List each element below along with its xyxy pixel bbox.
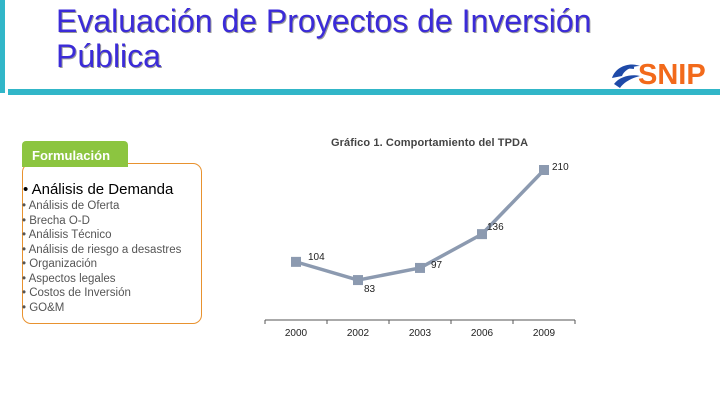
x-tick-label: 2003 xyxy=(409,328,432,339)
panel-item-list: • Análisis de Oferta • Brecha O-D • Anál… xyxy=(22,199,181,315)
slide-title-line-1: Evaluación de Proyectos de Inversión xyxy=(56,3,592,39)
snip-logo: SNIP xyxy=(608,58,720,92)
list-item: • GO&M xyxy=(22,301,65,314)
chart-title: Gráfico 1. Comportamiento del TPDA xyxy=(331,137,529,149)
formulacion-panel xyxy=(22,163,202,324)
data-label: 83 xyxy=(364,284,376,295)
snip-logo-text: SNIP xyxy=(638,59,706,91)
list-item: • Costos de Inversión xyxy=(22,287,131,299)
slide-title: Evaluación de Proyectos de Inversión Púb… xyxy=(56,4,591,74)
formulacion-tab: Formulación xyxy=(22,141,128,167)
x-tick-label: 2006 xyxy=(471,328,494,339)
snip-logo-icon xyxy=(612,64,640,88)
data-label: 97 xyxy=(431,260,443,271)
chart-plot-area: 104 83 97 136 210 2000 2002 2003 2006 2009 xyxy=(264,162,576,339)
header-rule xyxy=(8,89,720,95)
list-item: • Análisis de Oferta xyxy=(22,200,120,212)
data-point-marker xyxy=(415,262,425,273)
list-item: • Aspectos legales xyxy=(22,272,116,285)
list-item: • Organización xyxy=(22,258,97,270)
x-tick-label: 2002 xyxy=(347,328,370,339)
slide-title-line-2: Pública xyxy=(56,38,161,74)
x-tick-label: 2009 xyxy=(533,328,556,339)
data-label: 136 xyxy=(487,222,504,233)
list-item: • Brecha O-D xyxy=(22,214,90,227)
data-label: 104 xyxy=(308,252,325,263)
x-tick-label: 2000 xyxy=(285,328,308,339)
list-item: • Análisis de riesgo a desastres xyxy=(22,243,182,256)
accent-bar-left xyxy=(0,0,5,93)
data-point-marker xyxy=(477,229,487,240)
data-point-marker xyxy=(291,256,301,267)
data-point-marker xyxy=(353,275,363,286)
panel-heading: • Análisis de Demanda xyxy=(23,181,174,198)
list-item: • Análisis Técnico xyxy=(22,229,112,241)
data-point-marker xyxy=(539,165,549,175)
data-label: 210 xyxy=(552,162,569,173)
